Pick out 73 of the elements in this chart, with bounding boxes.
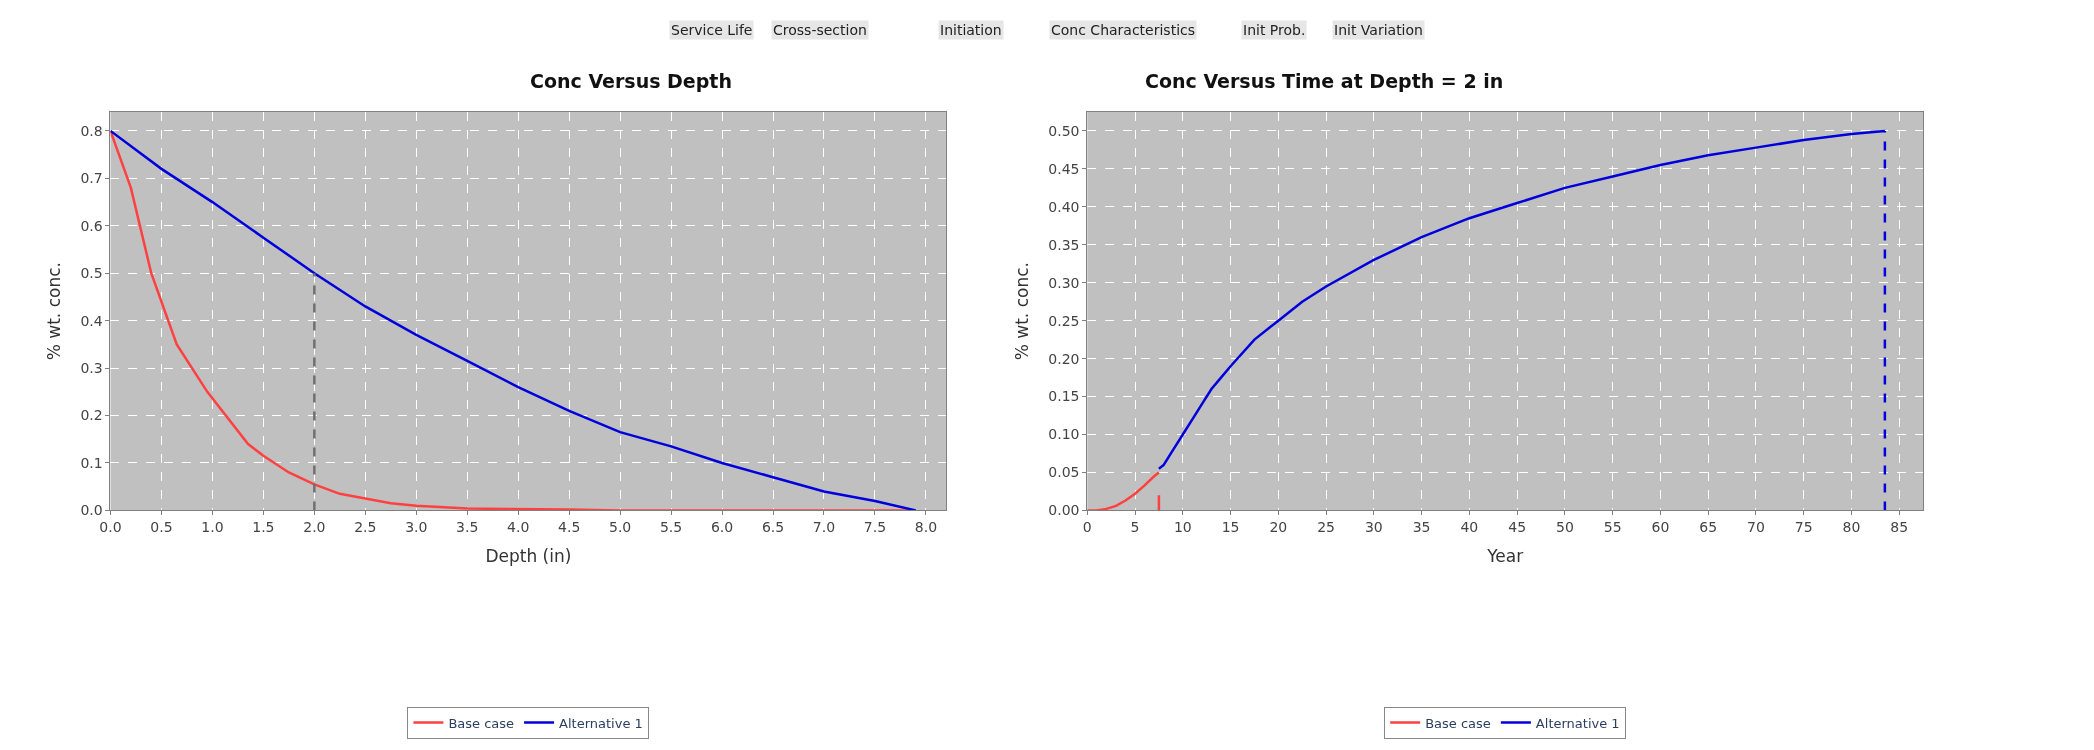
x-tick-label: 6.5 — [761, 519, 785, 536]
text: Initiation — [940, 22, 1002, 38]
x-tick-label: 2.0 — [303, 519, 326, 536]
y-tick-label: 0.3 — [80, 360, 103, 376]
x-tick-label: 3.0 — [405, 519, 428, 536]
y-tick-label: 0.20 — [1048, 350, 1080, 367]
x-tick-label: 6.0 — [710, 519, 734, 536]
y-tick-label: 0.00 — [1048, 502, 1080, 519]
y-tick-label: 0.15 — [1048, 388, 1080, 405]
x-tick-label: 1.5 — [252, 519, 275, 536]
x-tick-label: 50 — [1555, 519, 1574, 536]
y-tick-label: 0.5 — [80, 265, 103, 282]
x-tick-label: 0.0 — [99, 519, 122, 536]
x-tick-label: 5.5 — [659, 519, 683, 536]
text: Conc Characteristics — [1051, 22, 1196, 38]
x-tick-label: 4.5 — [558, 519, 581, 536]
y-tick-label: 0.25 — [1048, 312, 1080, 329]
y-tick-label: 0.45 — [1048, 160, 1080, 177]
legend-label: Alternative 1 — [1535, 715, 1620, 731]
x-tick-label: 55 — [1603, 519, 1622, 536]
x-tick-label: 80 — [1842, 519, 1861, 536]
x-tick-label: 20 — [1269, 519, 1288, 536]
y-tick-label: 0.7 — [80, 170, 103, 187]
y-tick-label: 0.10 — [1048, 426, 1080, 443]
x-axis-title: Year — [1486, 545, 1524, 566]
x-axis-title: Depth (in) — [485, 545, 572, 566]
x-tick-label: 15 — [1221, 519, 1240, 536]
x-tick-label: 75 — [1794, 519, 1813, 536]
y-tick-label: 0.8 — [80, 122, 103, 139]
line-series — [1087, 471, 1161, 511]
x-tick-label: 45 — [1508, 519, 1527, 536]
x-tick-label: 35 — [1412, 519, 1431, 536]
x-tick-label: 70 — [1747, 519, 1765, 536]
x-tick-label: 25 — [1317, 519, 1335, 536]
chart-title: Conc Versus Depth — [530, 70, 732, 92]
y-tick-label: 0.30 — [1048, 274, 1080, 291]
x-tick-label: 0.5 — [150, 519, 173, 536]
y-axis-title: % wt. conc. — [1011, 262, 1032, 361]
x-tick-label: 10 — [1173, 519, 1192, 536]
x-tick-label: 30 — [1364, 519, 1383, 536]
x-tick-label: 40 — [1460, 519, 1479, 536]
y-tick-label: 0.40 — [1048, 198, 1080, 215]
text: Init Prob. — [1243, 22, 1306, 38]
y-tick-label: 0.2 — [80, 407, 103, 424]
x-tick-label: 4.0 — [507, 519, 530, 536]
x-tick-label: 65 — [1699, 519, 1718, 536]
y-axis-title: % wt. conc. — [43, 262, 64, 361]
y-tick-label: 0.05 — [1048, 464, 1080, 481]
x-tick-label: 7.0 — [812, 519, 836, 536]
y-tick-label: 0.4 — [80, 312, 103, 329]
legend-label: Base case — [448, 715, 515, 731]
y-tick-label: 0.6 — [80, 217, 103, 234]
x-tick-label: 5.0 — [609, 519, 632, 536]
y-tick-label: 0.0 — [80, 502, 103, 519]
x-tick-label: 3.5 — [456, 519, 479, 536]
chart-title: Conc Versus Time at Depth = 2 in — [1145, 70, 1504, 92]
x-tick-label: 2.5 — [354, 519, 377, 536]
x-tick-label: 0 — [1082, 519, 1092, 536]
x-tick-label: 60 — [1651, 519, 1670, 536]
x-tick-label: 85 — [1890, 519, 1909, 536]
legend-label: Base case — [1425, 715, 1491, 731]
x-tick-label: 7.5 — [863, 519, 887, 536]
legend-label: Alternative 1 — [559, 715, 643, 731]
line-series — [110, 129, 917, 511]
text: Service Life — [671, 22, 753, 38]
x-tick-label: 8.0 — [914, 519, 938, 536]
y-tick-label: 0.1 — [80, 454, 103, 471]
y-tick-label: 0.50 — [1048, 122, 1080, 139]
x-tick-label: 1.0 — [201, 519, 224, 536]
y-tick-label: 0.35 — [1048, 236, 1080, 253]
text: Cross-section — [773, 22, 867, 38]
x-tick-label: 5 — [1130, 519, 1140, 536]
text: Init Variation — [1334, 22, 1423, 38]
